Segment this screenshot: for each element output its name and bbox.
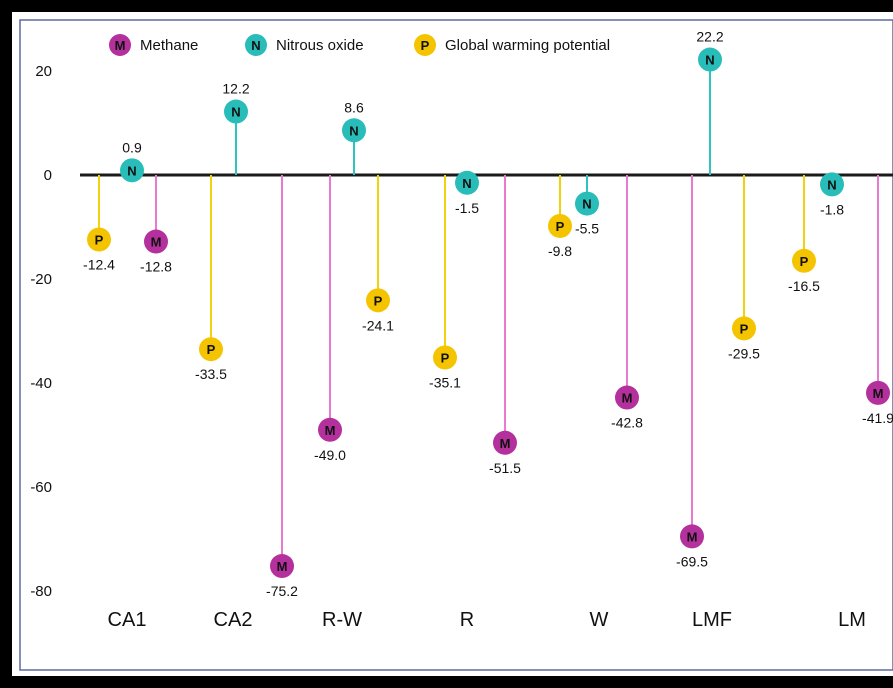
marker-letter: M [687,529,698,544]
marker-n [820,172,844,197]
data-label: -69.5 [676,553,708,569]
marker-letter: M [325,423,336,438]
data-label: -1.8 [820,201,844,217]
legend-label: Global warming potential [445,37,610,54]
marker-m [680,524,704,549]
data-label: 22.2 [696,29,723,45]
marker-p [548,213,572,238]
legend-marker-m [109,34,131,56]
marker-n [698,47,722,72]
marker-letter: P [374,293,383,308]
data-label: -42.8 [611,415,643,431]
marker-n [224,99,248,124]
data-label: 0.9 [122,139,142,155]
lollipop-chart: 20 0 -20 -40 -60 -80 CA1 CA2 R-W R W LMF LM M M M M M M M N… [19,19,893,671]
data-label: -9.8 [548,243,572,259]
marker-letter: M [500,436,511,451]
marker-letter: P [95,232,104,247]
data-label: -24.1 [362,317,394,333]
category-label: LMF [692,609,732,631]
data-label: -29.5 [728,345,760,361]
marker-letter: P [441,351,450,366]
marker-letter: N [582,197,591,212]
legend-marker-n [245,34,267,56]
marker-p [366,288,390,313]
marker-letter: M [151,235,162,250]
y-tick-label: 0 [44,167,52,184]
chart-frame: 20 0 -20 -40 -60 -80 CA1 CA2 R-W R W LMF LM M M M M M M M N… [12,12,893,676]
legend-label: Methane [140,37,198,54]
marker-m [615,385,639,410]
inner-border [19,19,893,671]
marker-m [866,380,890,405]
marker-letter: N [127,163,136,178]
marker-letter: N [827,177,836,192]
marker-p [199,337,223,362]
legend-label: Nitrous oxide [276,37,364,54]
marker-p [87,227,111,252]
marker-p [433,345,457,370]
marker-letter: M [277,559,288,574]
data-label: -75.2 [266,583,298,599]
marker-letter: P [207,342,216,357]
marker-n [575,191,599,216]
data-label: -5.5 [575,221,599,237]
data-label: -12.8 [140,259,172,275]
category-label: LM [838,609,866,631]
legend-marker-letter: M [115,38,126,53]
legend-marker-letter: N [251,38,260,53]
category-label: R-W [322,609,362,631]
marker-m [493,430,517,455]
marker-m [144,229,168,254]
legend-marker-p [414,34,436,56]
data-label: -12.4 [83,256,115,272]
marker-n [120,158,144,183]
y-tick-label: -20 [30,271,52,288]
legend-marker-letter: P [421,38,430,53]
data-label: 8.6 [344,99,364,115]
category-label: R [460,609,474,631]
data-label: 12.2 [222,81,249,97]
marker-letter: P [740,321,749,336]
marker-n [342,118,366,143]
marker-letter: N [705,53,714,68]
data-label: -16.5 [788,278,820,294]
y-tick-label: 20 [35,63,52,80]
marker-letter: P [556,219,565,234]
y-tick-label: -60 [30,479,52,496]
marker-p [732,316,756,341]
y-tick-label: -80 [30,583,52,600]
marker-letter: N [462,176,471,191]
marker-n [455,170,479,195]
marker-letter: M [873,386,884,401]
marker-letter: N [349,123,358,138]
marker-p [792,248,816,273]
marker-m [270,554,294,579]
marker-m [318,417,342,442]
data-label: -1.5 [455,200,479,216]
marker-letter: N [231,105,240,120]
category-label: CA1 [108,609,147,631]
marker-letter: P [800,254,809,269]
data-label: -41.9 [862,410,893,426]
data-label: -35.1 [429,375,461,391]
category-label: CA2 [214,609,253,631]
data-label: -49.0 [314,447,346,463]
data-label: -33.5 [195,366,227,382]
y-tick-label: -40 [30,375,52,392]
category-label: W [590,609,609,631]
data-label: -51.5 [489,460,521,476]
marker-letter: M [622,391,633,406]
